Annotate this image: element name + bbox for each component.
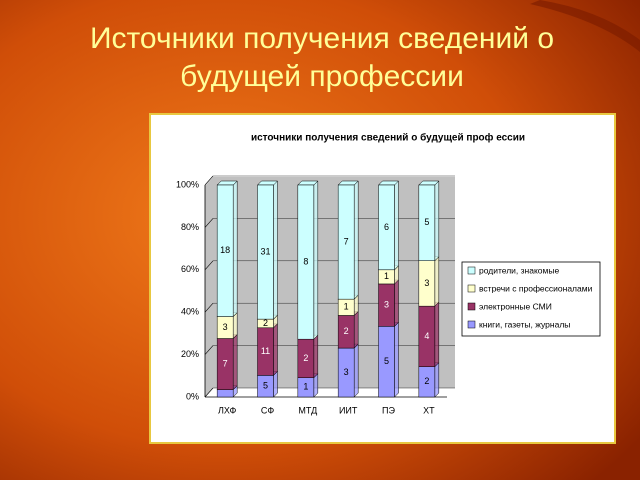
bar-side <box>394 180 399 271</box>
y-tick-label: 100% <box>176 179 199 189</box>
bar-side <box>232 311 238 340</box>
legend-label: электронные СМИ <box>479 301 552 311</box>
data-label: 18 <box>220 245 230 255</box>
legend-swatch <box>467 266 476 275</box>
data-label: 5 <box>384 356 389 366</box>
data-label: 5 <box>263 381 268 391</box>
bar-side <box>313 180 319 340</box>
legend-box <box>461 261 601 337</box>
bar-side <box>232 333 238 391</box>
grid-line <box>204 175 214 186</box>
data-label: 2 <box>303 353 308 363</box>
data-label: 4 <box>424 331 429 341</box>
data-label: 2 <box>263 318 268 328</box>
decor-stripe <box>530 0 640 52</box>
x-tick-label: ХТ <box>423 405 435 415</box>
data-label: 7 <box>344 236 349 246</box>
y-tick-label: 0% <box>186 391 199 401</box>
legend-swatch <box>467 302 476 311</box>
bar-segment <box>216 184 234 317</box>
data-label: 1 <box>303 382 308 392</box>
x-tick-label: СФ <box>261 405 274 415</box>
slide-title-line: будущей профессии <box>180 60 464 93</box>
bar-segment <box>378 184 395 271</box>
legend-label: родители, знакомые <box>479 265 559 275</box>
legend-swatch <box>467 284 476 293</box>
chart-title: источники получения сведений о будущей п… <box>251 132 525 144</box>
slide-title-line: Источники получения сведений о <box>90 22 554 55</box>
y-tick-label: 80% <box>181 222 199 232</box>
x-tick-label: ЛХФ <box>218 405 237 415</box>
grid-line <box>204 218 214 228</box>
bar-segment <box>257 184 274 320</box>
grid-line <box>204 387 214 398</box>
bar-side <box>273 370 278 398</box>
bar-side <box>273 323 278 376</box>
y-tick-label: 60% <box>181 264 199 274</box>
bar-segment <box>337 184 355 300</box>
x-tick-label: ПЭ <box>382 405 395 415</box>
data-label: 3 <box>223 322 228 332</box>
data-label: 1 <box>344 302 349 312</box>
bar-side <box>353 343 359 398</box>
data-label: 8 <box>303 256 308 266</box>
y-tick-label: 40% <box>181 307 199 317</box>
bar-side <box>353 180 359 300</box>
data-label: 11 <box>261 346 270 356</box>
data-label: 2 <box>424 376 429 386</box>
bar-side <box>273 180 278 320</box>
bar-side <box>232 180 238 318</box>
data-label: 31 <box>260 246 270 256</box>
bar-side <box>394 321 399 398</box>
bar-side <box>353 310 359 349</box>
bar-side <box>394 279 399 327</box>
data-label: 6 <box>384 222 389 232</box>
data-label: 5 <box>424 217 429 227</box>
data-label: 2 <box>344 326 349 336</box>
bar-side <box>434 362 440 398</box>
data-label: 3 <box>344 367 349 377</box>
data-label: 3 <box>424 278 429 288</box>
plot-area <box>205 177 455 397</box>
x-tick-label: ИИТ <box>339 405 358 415</box>
bar-side <box>434 180 440 262</box>
bar-segment <box>297 184 315 340</box>
x-tick-label: МТД <box>298 405 317 415</box>
y-tick-label: 20% <box>181 349 199 359</box>
bar-side <box>313 334 319 379</box>
bar-side <box>434 256 440 307</box>
legend-swatch <box>467 320 476 329</box>
legend-label: встречи с профессионалами <box>479 283 593 293</box>
legend-label: книги, газеты, журналы <box>479 319 570 329</box>
bar-segment <box>418 184 436 261</box>
grid-line <box>204 303 214 313</box>
data-label: 3 <box>384 300 389 310</box>
data-label: 1 <box>384 271 389 281</box>
data-label: 7 <box>223 358 228 368</box>
bar-side <box>434 301 440 368</box>
grid-line <box>204 345 214 355</box>
bar-segment <box>216 389 234 398</box>
grid-line <box>204 260 214 270</box>
